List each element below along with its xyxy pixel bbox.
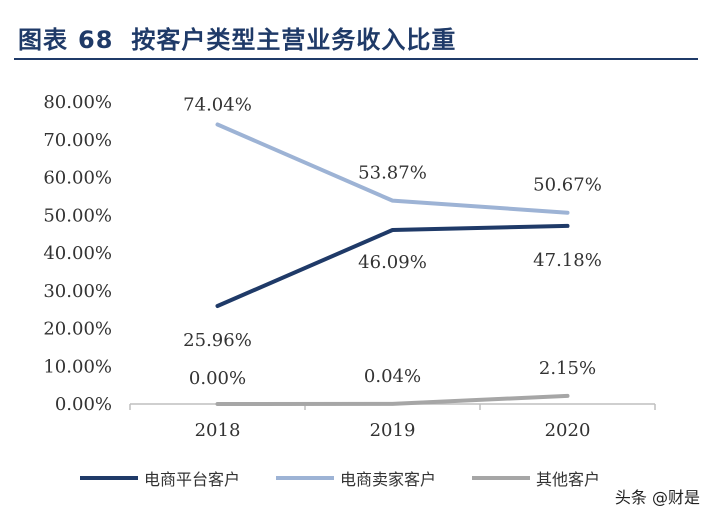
y-tick-label: 30.00% [43, 281, 112, 302]
series-line-0 [215, 223, 570, 309]
legend-label-other: 其他客户 [536, 470, 601, 489]
legend-swatch-platform [80, 476, 138, 480]
legend-item-seller: 电商卖家客户 [276, 466, 436, 490]
legend-item-other: 其他客户 [472, 466, 600, 490]
legend-swatch-seller [276, 476, 335, 480]
data-label: 0.04% [364, 366, 421, 387]
y-tick-label: 50.00% [43, 205, 112, 226]
figure-number: 68 [78, 26, 114, 54]
data-label: 0.00% [189, 368, 246, 389]
data-label: 25.96% [183, 330, 252, 351]
legend-label-seller: 电商卖家客户 [340, 470, 437, 489]
watermark: 头条 @财是 [614, 488, 700, 507]
figure-title: 图表 68 按客户类型主营业务收入比重 [18, 20, 456, 55]
series-line-1 [215, 122, 570, 215]
data-label: 2.15% [539, 358, 596, 379]
x-tick-label: 2019 [370, 420, 416, 441]
y-tick-label: 60.00% [43, 168, 112, 189]
y-tick-label: 20.00% [43, 319, 112, 340]
y-tick-label: 80.00% [43, 92, 112, 113]
figure-label: 图表 [18, 26, 68, 54]
legend-label-platform: 电商平台客户 [144, 470, 241, 489]
y-tick-label: 40.00% [43, 243, 112, 264]
legend-item-platform: 电商平台客户 [80, 466, 240, 490]
legend-swatch-other [472, 476, 531, 480]
series-line-2 [215, 393, 570, 406]
chart-legend: 电商平台客户 电商卖家客户 其他客户 [80, 466, 636, 490]
chart-title: 按客户类型主营业务收入比重 [131, 26, 457, 54]
data-label: 50.67% [533, 175, 602, 196]
x-tick-label: 2018 [195, 420, 241, 441]
figure-title-bar: 图表 68 按客户类型主营业务收入比重 [14, 16, 698, 60]
y-tick-label: 70.00% [43, 130, 112, 151]
x-tick-label: 2020 [545, 420, 591, 441]
data-label: 53.87% [358, 163, 427, 184]
y-tick-label: 10.00% [43, 356, 112, 377]
data-label: 46.09% [358, 252, 427, 273]
y-tick-label: 0.00% [55, 394, 112, 415]
data-label: 74.04% [183, 94, 252, 115]
data-label: 47.18% [533, 250, 602, 271]
